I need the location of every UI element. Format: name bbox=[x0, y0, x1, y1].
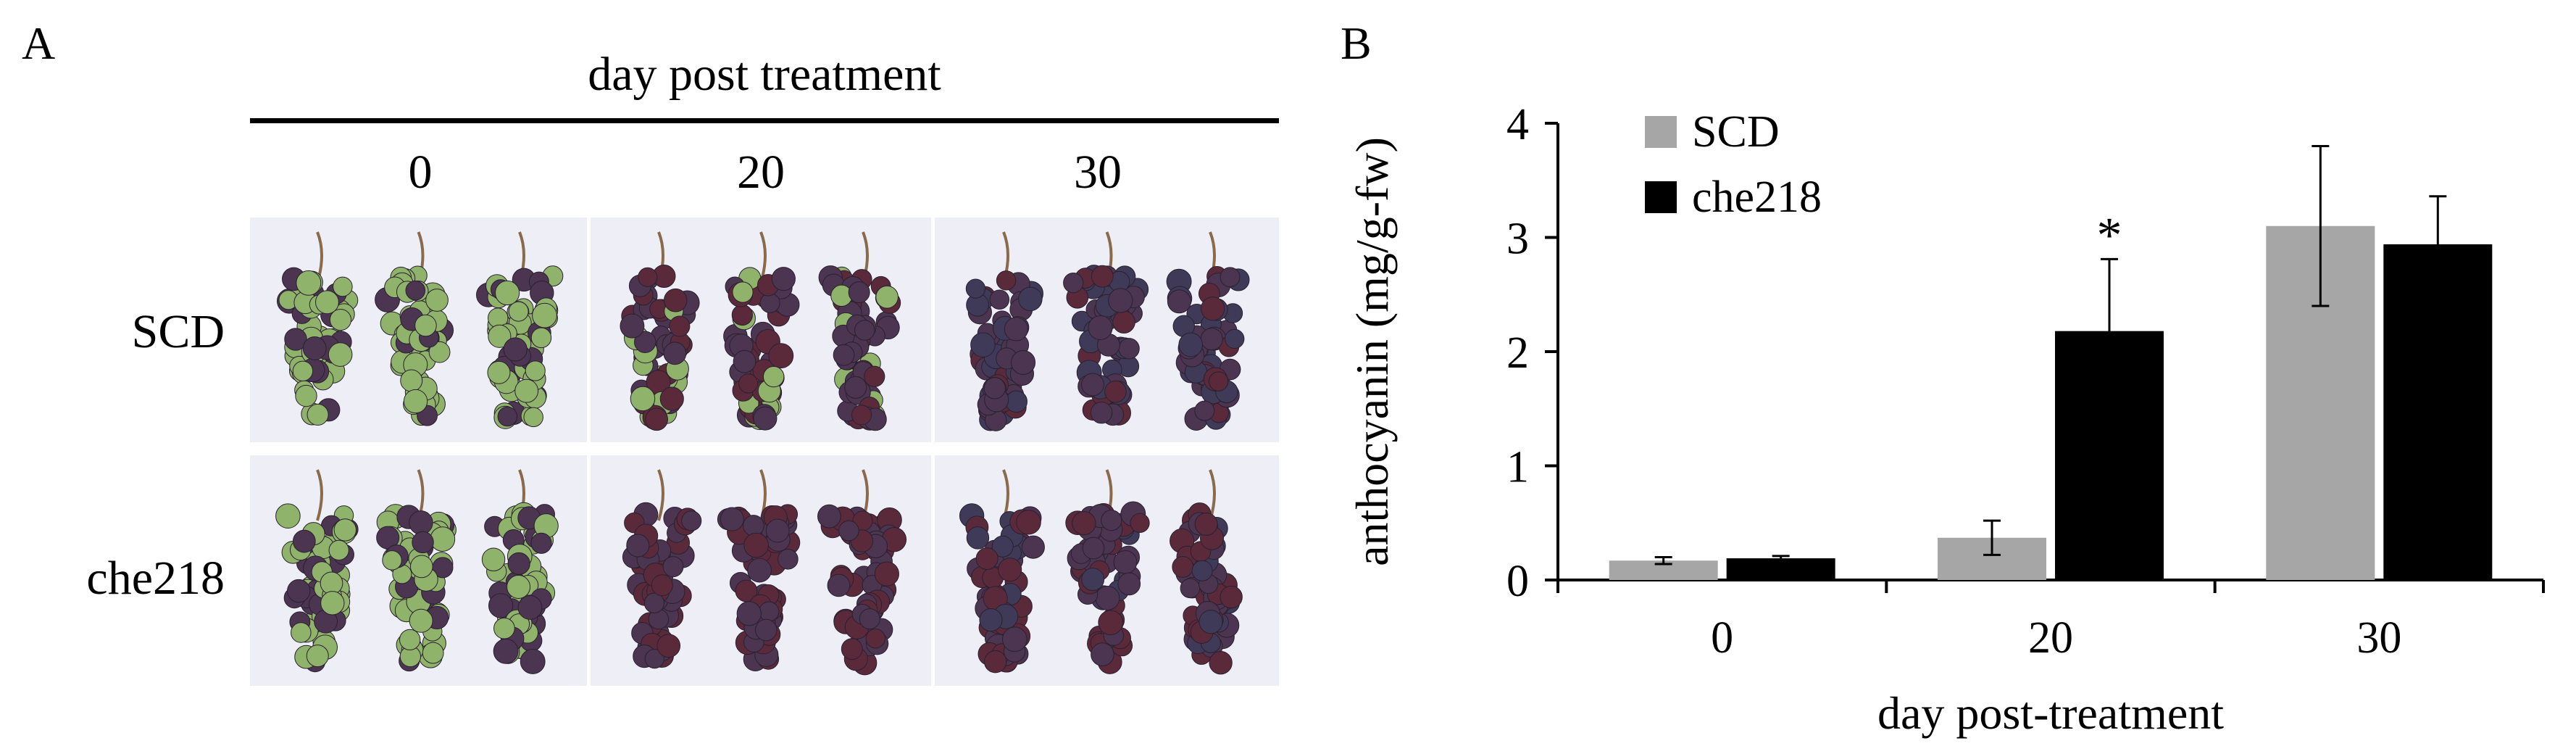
y-tick-label: 1 bbox=[1506, 443, 1529, 492]
legend-swatch-scd bbox=[1645, 116, 1677, 148]
bar-che218-day30 bbox=[2383, 244, 2493, 580]
panel-a: A day post treatment 0 20 30 SCD che218 bbox=[22, 17, 1279, 686]
panel-a-letter: A bbox=[22, 17, 56, 69]
day-label-20: 20 bbox=[737, 146, 785, 199]
photo-che218-day20 bbox=[591, 455, 931, 686]
anthocyanin-chart: 0 1 2 3 4 0 20 30 * SCD che218 day post-treatment an… bbox=[1346, 100, 2545, 739]
day-label-0: 0 bbox=[408, 146, 433, 199]
x-axis-title: day post-treatment bbox=[1877, 687, 2224, 739]
error-bar bbox=[1983, 519, 2001, 556]
x-tick-label: 0 bbox=[1711, 613, 1733, 663]
photo-scd-day30 bbox=[935, 218, 1279, 442]
error-bar bbox=[2429, 195, 2447, 294]
error-bar bbox=[1654, 556, 1672, 566]
photo-che218-day30 bbox=[935, 455, 1279, 686]
error-bar bbox=[2101, 257, 2118, 405]
y-tick-label: 0 bbox=[1506, 557, 1529, 606]
error-bar bbox=[1772, 555, 1790, 562]
photo-scd-day20 bbox=[591, 218, 931, 442]
panel-b-letter: B bbox=[1341, 17, 1372, 69]
day-label-30: 30 bbox=[1074, 146, 1122, 199]
x-tick-label: 30 bbox=[2356, 613, 2401, 663]
significance-asterisk: * bbox=[2097, 207, 2122, 263]
panel-b: B 0 1 2 3 4 0 20 30 * SCD che218 day post-treatment… bbox=[1319, 0, 2576, 754]
y-tick-label: 3 bbox=[1506, 215, 1529, 264]
y-tick-label: 4 bbox=[1506, 100, 1529, 149]
photo-header-title: day post treatment bbox=[588, 48, 941, 101]
header-rule bbox=[250, 118, 1279, 123]
photo-che218-day0 bbox=[250, 455, 587, 686]
x-tick-label: 20 bbox=[2028, 613, 2073, 663]
legend-label-che218: che218 bbox=[1692, 173, 1822, 222]
error-bar bbox=[2312, 145, 2330, 307]
legend-label-scd: SCD bbox=[1692, 107, 1780, 157]
legend-swatch-che218 bbox=[1645, 181, 1677, 213]
bar-che218-day0 bbox=[1726, 558, 1835, 580]
row-label-che218: che218 bbox=[86, 552, 225, 605]
y-tick-label: 2 bbox=[1506, 328, 1529, 378]
photo-scd-day0 bbox=[250, 218, 587, 442]
row-label-scd: SCD bbox=[131, 305, 225, 358]
y-axis-title: anthocyanin (mg/g-fw) bbox=[1346, 137, 1398, 566]
